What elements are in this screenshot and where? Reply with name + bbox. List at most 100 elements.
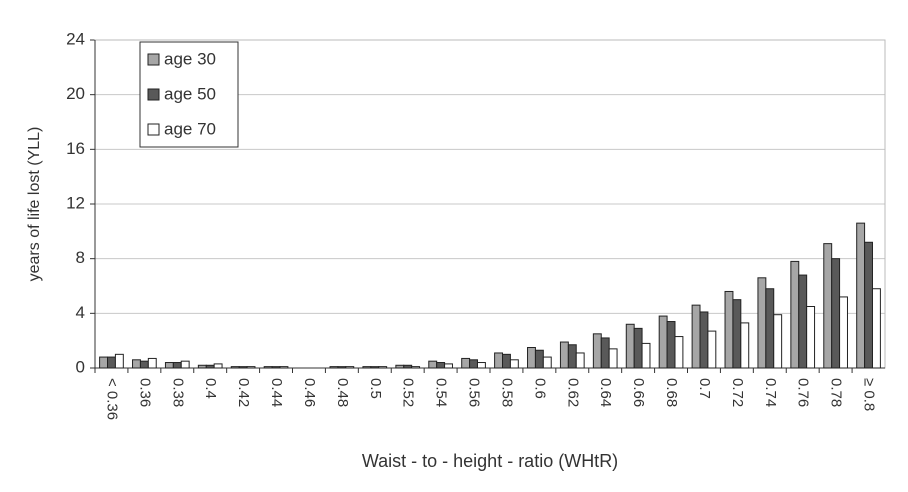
x-tick-label: 0.54 [433,378,450,407]
bar [740,322,750,369]
bar [707,330,717,369]
bar [527,347,536,369]
bar [633,327,643,369]
bar [428,360,438,369]
bar [732,299,742,369]
bar [790,260,800,369]
x-tick-label: 0.52 [400,378,417,407]
bar [99,356,109,369]
bar [403,364,413,369]
legend-label: age 50 [164,84,216,103]
bar [773,314,783,369]
legend-swatch [147,88,160,101]
x-tick-label: ≥ 0.8 [861,378,878,411]
bar [411,366,421,369]
bar [691,304,701,369]
bar [592,333,602,369]
x-tick-label: 0.66 [630,378,647,407]
bar [107,356,116,369]
bar [600,337,610,369]
y-tick-label: 12 [66,193,85,212]
x-tick-label: 0.76 [795,378,812,407]
x-tick-label: 0.36 [136,378,153,407]
bar [461,357,471,369]
x-tick-label: 0.5 [367,378,384,399]
bar [279,366,289,369]
y-axis-title: years of life lost (YLL) [26,127,43,282]
x-tick-label: 0.48 [334,378,351,407]
y-tick-label: 0 [76,357,85,376]
bar [831,258,841,369]
y-tick-label: 16 [66,139,85,158]
x-tick-label: 0.68 [663,378,680,407]
y-tick-label: 20 [66,84,85,103]
bar [476,362,486,369]
bar [197,364,207,369]
bar [674,336,684,369]
x-tick-label: 0.7 [696,378,713,399]
bar [246,366,256,369]
bar [139,360,149,369]
x-tick-label: 0.58 [498,378,515,407]
bar [699,311,709,369]
y-tick-label: 4 [76,303,85,322]
bar [238,366,248,369]
y-tick-label: 8 [76,248,85,267]
bar [337,366,347,369]
y-tick-label: 24 [66,29,85,48]
legend-label: age 30 [164,49,216,68]
legend-label: age 70 [164,119,216,138]
bar [864,241,873,369]
x-tick-label: 0.74 [762,378,779,407]
bar [494,352,504,369]
bar [757,277,767,369]
bar [469,359,478,369]
bar [362,366,372,369]
legend-swatch [147,123,160,136]
bar [502,353,511,369]
x-tick-label: 0.4 [202,378,219,399]
x-tick-label: 0.42 [235,378,252,407]
x-tick-label: 0.6 [531,378,548,399]
bar [164,362,174,369]
bar [806,306,816,369]
bar [823,243,833,369]
bar [575,352,585,369]
x-tick-label: 0.44 [268,378,285,407]
bar [436,362,446,369]
bar [509,359,519,369]
bar [542,356,552,369]
bar [180,360,190,369]
bar [798,274,808,369]
bar [534,349,544,369]
bar [205,364,215,369]
x-tick-label: 0.62 [564,378,581,407]
bar [345,366,355,369]
bar [370,366,380,369]
bar [213,363,223,369]
x-tick-label: 0.38 [169,378,186,407]
bar [608,348,618,369]
bar [172,362,182,369]
bar [271,366,281,369]
bar [378,366,388,369]
x-tick-label: 0.46 [301,378,318,407]
x-tick-label: < 0.36 [103,378,120,420]
bar [329,366,339,369]
bar [724,290,734,369]
x-axis-title: Waist - to - height - ratio (WHtR) [362,451,618,471]
x-tick-label: 0.64 [597,378,614,407]
bar [666,321,676,369]
bar [230,366,240,369]
bar [625,323,635,369]
bar [559,341,569,369]
bar [658,315,668,369]
bar [114,353,124,369]
bar [839,296,848,369]
x-tick-label: 0.72 [729,378,746,407]
bar [567,344,577,369]
legend-swatch [147,53,160,66]
bar [765,288,775,369]
bar [641,342,651,369]
